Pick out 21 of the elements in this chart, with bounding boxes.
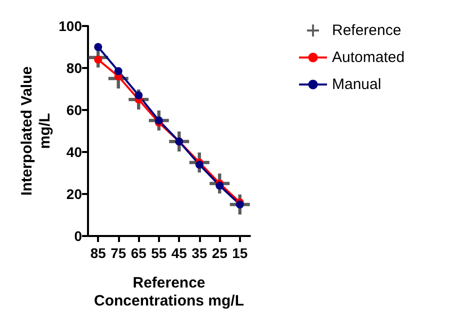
- point: [94, 43, 102, 51]
- x-tick-label: 25: [212, 245, 228, 261]
- x-tick-label: 55: [151, 245, 167, 261]
- x-tick-label: 65: [130, 245, 147, 261]
- x-tick-label: 15: [232, 245, 248, 261]
- y-tick-label: 100: [58, 18, 82, 34]
- x-tick-label: 85: [90, 245, 106, 261]
- y-axis-title: Interpolated Value mg/L: [18, 66, 54, 196]
- legend-label: Reference: [332, 22, 402, 39]
- x-tick-label: 45: [171, 245, 188, 261]
- y-tick-label: 0: [74, 228, 82, 244]
- legend-label: Automated: [332, 49, 405, 66]
- y-tick-label: 20: [66, 186, 82, 202]
- y-tick-label: 60: [66, 102, 82, 118]
- x-tick-label: 75: [110, 245, 126, 261]
- x-tick-label: 35: [192, 245, 208, 261]
- y-tick-label: 80: [66, 60, 82, 76]
- legend-label: Manual: [332, 76, 382, 93]
- x-axis-title: Reference Concentrations mg/L: [94, 274, 244, 310]
- y-tick-label: 40: [66, 144, 82, 160]
- point: [114, 67, 122, 76]
